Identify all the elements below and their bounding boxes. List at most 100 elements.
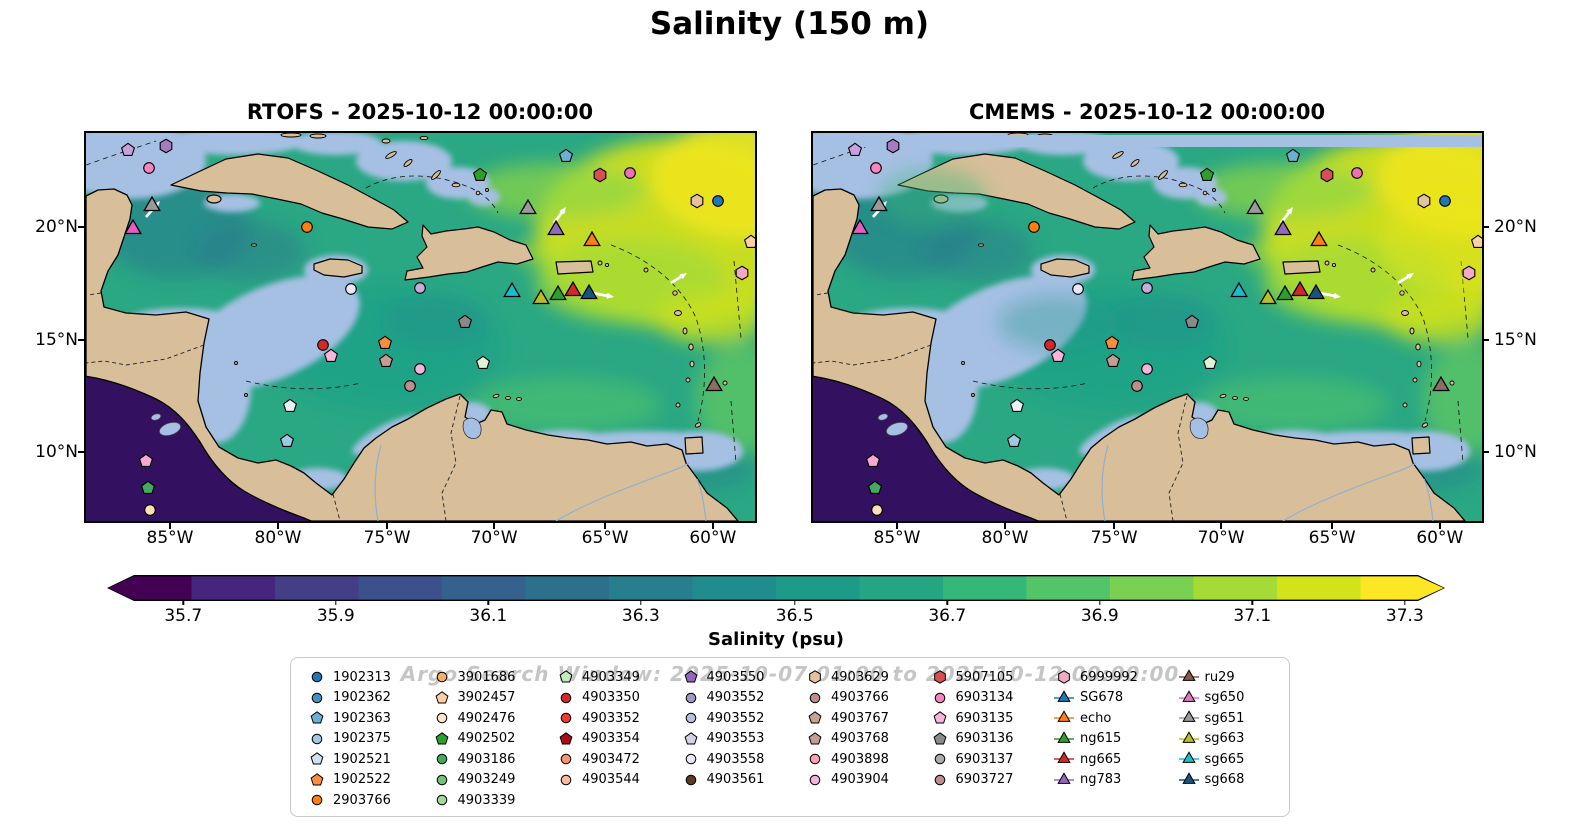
- y-tick-mark: [78, 226, 84, 228]
- triangle-marker-icon: [1178, 772, 1199, 784]
- legend-label: 6903134: [955, 690, 1014, 706]
- y-tick-label: 20°N: [1494, 217, 1537, 237]
- legend-label: 1902362: [333, 690, 391, 706]
- platform-marker-sg668: [1307, 283, 1325, 300]
- hexagon-marker-icon: [1058, 670, 1070, 684]
- colorbar-tick-label: 36.3: [621, 606, 660, 626]
- legend-label: 4903350: [582, 690, 640, 706]
- triangle-marker-icon: [1178, 731, 1199, 743]
- platform-marker-5907105: [593, 167, 607, 183]
- legend-label: 4903898: [831, 751, 889, 767]
- platform-marker-echo: [583, 230, 601, 247]
- circle-marker-icon: [809, 753, 821, 765]
- legend-entry-6999992: 6999992: [1054, 667, 1155, 688]
- triangle-marker-icon: [1054, 751, 1074, 764]
- platform-marker-4902502: [1199, 167, 1215, 181]
- platform-marker-4903349: [1202, 355, 1218, 369]
- x-tick-label: 65°W: [581, 528, 629, 548]
- legend-entry-4903186: 4903186: [432, 749, 533, 770]
- legend-label: 3901686: [457, 669, 516, 685]
- triangle-marker-icon: [1178, 669, 1199, 682]
- legend-column: ru29 sg650 sg651 sg663 sg665 sg668: [1178, 667, 1280, 811]
- circle-marker-icon: [809, 774, 821, 786]
- platform-marker-4903186: [867, 480, 883, 494]
- pentagon-marker-icon: [435, 731, 448, 745]
- pentagon-marker-icon: [684, 731, 697, 745]
- colorbar-ticks: 35.7 35.9 36.1 36.3 36.5 36.7 36.9 37.1 37.3: [107, 601, 1445, 627]
- platform-marker-1902363: [558, 148, 574, 162]
- legend-entry-1902313: 1902313: [307, 667, 408, 688]
- x-tick-label: 60°W: [689, 528, 737, 548]
- legend-entry-6903135: 6903135: [930, 708, 1031, 729]
- legend-label: 4903768: [831, 731, 889, 747]
- legend-column: 4903349 4903350 4903352 4903354 4903472 49035…: [556, 667, 657, 811]
- legend-label: 1902522: [333, 772, 391, 788]
- legend-entry-1902363: 1902363: [307, 708, 408, 729]
- platform-marker-sg663: [532, 288, 550, 305]
- platform-marker-4902502: [472, 167, 488, 181]
- legend-entry-4903558: 4903558: [681, 749, 782, 770]
- circle-marker-icon: [560, 753, 572, 765]
- pentagon-marker-icon: [310, 711, 324, 724]
- pentagon-marker-icon: [684, 670, 697, 683]
- platform-marker-5907105: [1320, 167, 1334, 183]
- platform-marker-sg650: [851, 218, 869, 235]
- circle-marker-icon: [436, 753, 447, 765]
- platform-marker-sg650: [124, 218, 142, 235]
- platform-marker-sg663: [1259, 288, 1277, 305]
- x-tick-label: 60°W: [1416, 528, 1464, 548]
- platform-marker-1902363: [1285, 148, 1301, 162]
- x-tick-mark: [1113, 523, 1115, 529]
- legend-entry-1902362: 1902362: [307, 688, 408, 709]
- platform-marker-4903629: [690, 193, 704, 209]
- y-tick-label: 10°N: [35, 442, 78, 462]
- legend-entry-6903137: 6903137: [930, 749, 1031, 770]
- colorbar-tick-label: 36.1: [469, 606, 508, 626]
- y-tick-mark: [78, 451, 84, 453]
- platform-marker-4903766: [1131, 380, 1143, 392]
- circle-marker-icon: [436, 671, 447, 683]
- legend-entry-4903350: 4903350: [556, 688, 657, 709]
- legend-label: 4903186: [457, 751, 516, 767]
- legend-label: 6903727: [955, 772, 1014, 788]
- legend-label: sg665: [1204, 751, 1245, 767]
- legend-label: SG678: [1080, 690, 1124, 706]
- y-tick-label: 15°N: [1494, 329, 1537, 350]
- platform-marker-ng783: [1274, 219, 1292, 236]
- platform-marker-sg651: [1246, 198, 1264, 215]
- legend-label: ng615: [1080, 731, 1122, 747]
- drift-arrow: [670, 273, 687, 285]
- colorbar-label: Salinity (psu): [708, 629, 844, 650]
- legend-label: 4903349: [582, 669, 640, 685]
- legend-label: ng783: [1080, 772, 1122, 788]
- legend-label: ng665: [1080, 751, 1122, 767]
- legend-label: 2903766: [333, 792, 391, 808]
- x-tick-mark: [712, 523, 714, 529]
- platform-marker-4903898: [1351, 167, 1363, 179]
- legend-label: 5907105: [955, 669, 1014, 685]
- legend-label: echo: [1080, 710, 1112, 726]
- legend-entry-6903136: 6903136: [930, 729, 1031, 750]
- platform-marker-6903134: [143, 162, 155, 174]
- circle-marker-icon: [685, 774, 696, 786]
- triangle-marker-icon: [1054, 690, 1074, 702]
- platform-marker-1902375: [279, 433, 295, 447]
- x-tick-mark: [386, 523, 388, 529]
- platform-marker-ng783: [547, 219, 565, 236]
- legend-label: 4902502: [457, 731, 516, 747]
- colorbar-tick-label: 36.9: [1080, 606, 1119, 626]
- legend-label: 4903354: [582, 731, 640, 747]
- legend-entry-4903767: 4903767: [805, 708, 906, 729]
- legend-label: 4903561: [706, 772, 765, 788]
- triangle-marker-icon: [1054, 772, 1074, 784]
- circle-marker-icon: [311, 794, 323, 806]
- legend-label: 4903558: [706, 751, 765, 767]
- legend-label: ru29: [1204, 669, 1235, 685]
- platform-marker-1902313: [712, 195, 724, 207]
- legend-label: 4903249: [457, 772, 516, 788]
- platform-marker-6903136: [1184, 314, 1200, 328]
- legend-label: 4903339: [457, 792, 516, 808]
- legend-entry-4903898: 4903898: [805, 749, 906, 770]
- platform-marker-ng665: [1291, 280, 1309, 297]
- x-tick-label: 70°W: [1197, 528, 1245, 548]
